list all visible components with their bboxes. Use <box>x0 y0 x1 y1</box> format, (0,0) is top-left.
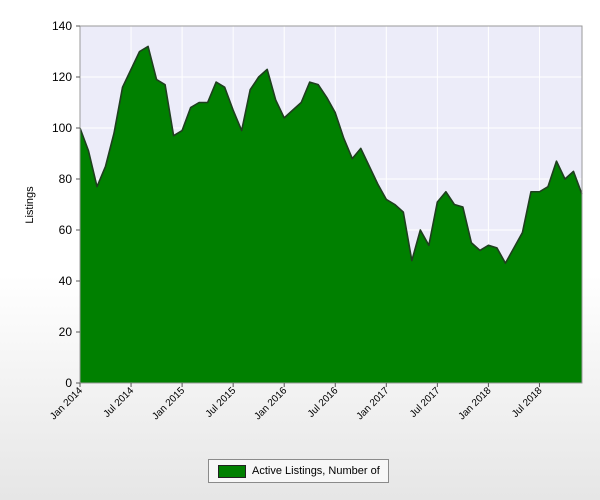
x-tick-label: Jan 2018 <box>457 385 494 422</box>
series-line <box>79 45 583 264</box>
y-tick-label: 80 <box>59 172 73 186</box>
area-fill <box>80 46 582 384</box>
x-tick-label: Jul 2016 <box>306 385 341 420</box>
y-tick-label: 60 <box>59 223 73 237</box>
x-tick-label: Jan 2014 <box>48 385 85 422</box>
legend-swatch <box>218 464 246 478</box>
y-tick-label: 120 <box>52 70 72 84</box>
y-tick-label: 40 <box>59 274 73 288</box>
x-tick-label: Jul 2014 <box>102 385 137 420</box>
x-axis: Jan 2014 Jul 2014 Jan 2015 Jul 2015 Jan 2016… <box>48 383 545 422</box>
y-axis-title: Listings <box>24 186 36 224</box>
x-tick-label: Jan 2015 <box>150 385 187 422</box>
y-tick-label: 20 <box>59 325 73 339</box>
y-axis: 0 20 40 60 80 100 120 140 <box>52 19 80 390</box>
x-tick-label: Jul 2017 <box>408 385 443 420</box>
x-tick-label: Jan 2016 <box>252 385 289 422</box>
plot-border <box>79 25 583 384</box>
y-tick-label: 100 <box>52 121 72 135</box>
x-tick-label: Jul 2018 <box>510 385 545 420</box>
x-tick-label: Jul 2015 <box>204 385 239 420</box>
x-tick-label: Jan 2017 <box>355 385 392 422</box>
y-tick-label: 140 <box>52 19 72 33</box>
legend-label: Active Listings, Number of <box>252 465 380 477</box>
y-tick-label: 0 <box>65 376 72 390</box>
legend: Active Listings, Number of <box>208 459 389 483</box>
